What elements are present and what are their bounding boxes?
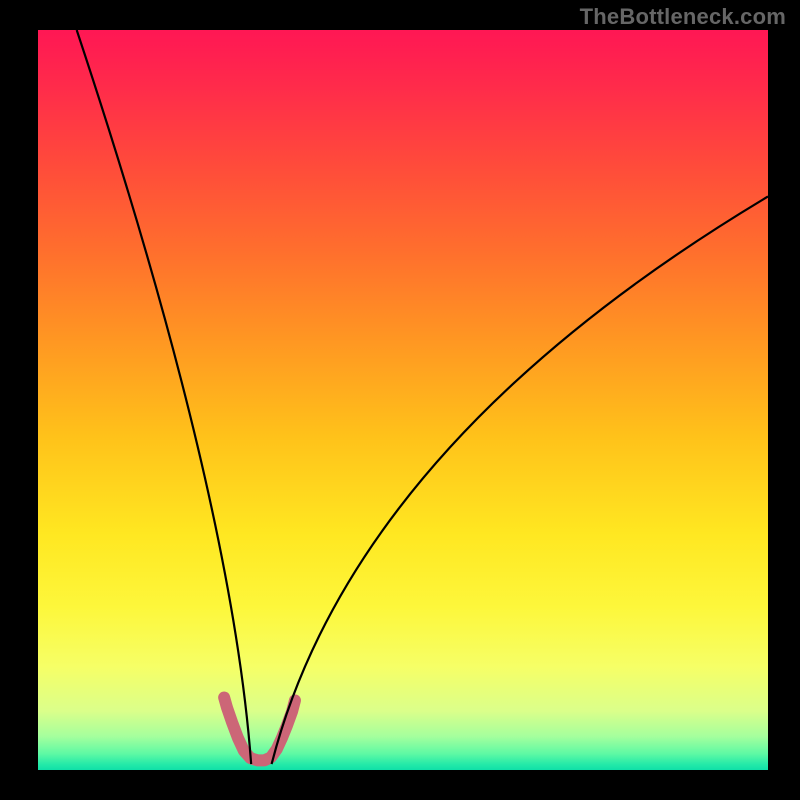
chart-plot-area	[38, 30, 768, 770]
watermark-text: TheBottleneck.com	[580, 4, 786, 30]
chart-svg	[38, 30, 768, 770]
gradient-background	[38, 30, 768, 770]
